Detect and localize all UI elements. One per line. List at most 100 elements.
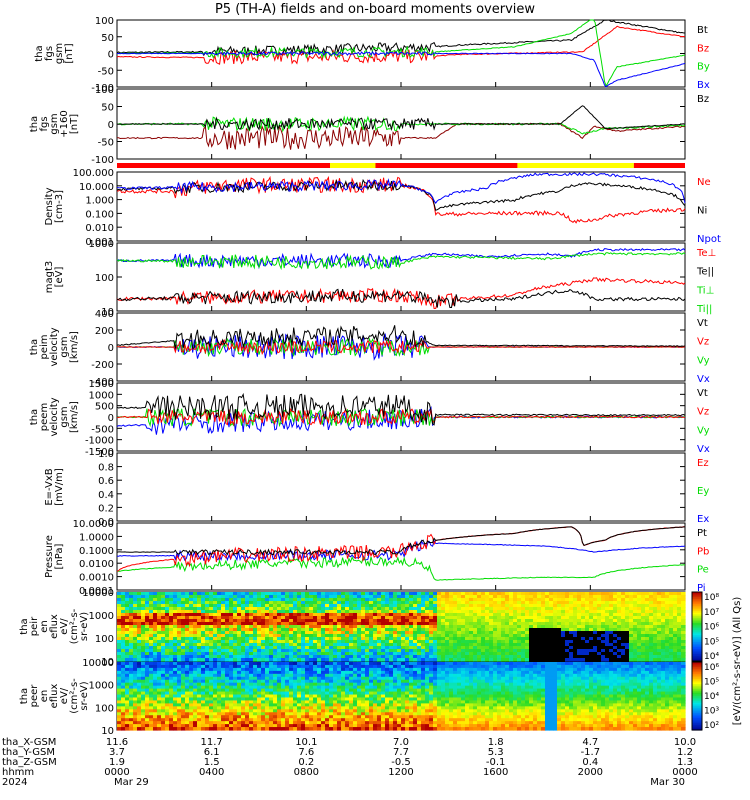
spectrogram-cell [185,595,190,599]
spectrogram-cell [273,646,278,650]
spectrogram-cell [381,616,386,620]
spectrogram-cell [369,634,374,638]
spectrogram-cell [213,634,218,638]
spectrogram-cell [181,691,186,696]
spectrogram-cell [393,655,398,659]
spectrogram-cell [529,634,534,638]
y-axis-label-ion-spectrogram: tha peir en eflux eV/(cm²-s-sr-eV) [19,608,90,644]
spectrogram-cell [637,631,642,635]
spectrogram-cell [541,601,546,605]
y-axis-label-line: peim [39,334,50,359]
spectrogram-cell [181,715,186,719]
spectrogram-cell [293,610,298,614]
y-tick-label: 1000 [89,681,114,692]
spectrogram-cell [601,652,606,656]
spectrogram-cell [229,721,234,725]
spectrogram-cell [137,604,142,608]
spectrogram-cell [261,662,266,666]
spectrogram-cell [137,700,142,704]
spectrogram-cell [297,664,302,669]
spectrogram-cell [597,625,602,629]
spectrogram-cell [381,613,386,617]
spectrogram-cell [365,631,370,635]
spectrogram-cell [349,652,354,656]
spectrogram-cell [265,667,270,672]
spectrogram-cell [281,679,286,684]
spectrogram-cell [225,691,230,696]
spectrogram-cell [601,595,606,599]
spectrogram-cell [285,673,290,678]
spectrogram-cell [229,601,234,605]
spectrogram-cell [285,595,290,599]
spectrogram-cell [441,658,446,662]
spectrogram-cell [273,700,278,704]
spectrogram-cell [573,601,578,605]
spectrogram-cell [345,649,350,653]
spectrogram-cell [353,634,358,638]
spectrogram-cell [609,646,614,650]
spectrogram-cell [477,649,482,653]
spectrogram-cell [337,613,342,617]
spectrogram-cell [549,646,554,650]
spectrogram-cell [529,592,534,596]
spectrogram-cell [565,592,570,596]
spectrogram-cell [609,649,614,653]
legend-entry-bz: Bz [697,94,709,105]
legend-entry-bt: Bt [697,25,708,36]
spectrogram-cell [565,652,570,656]
spectrogram-cell [125,712,130,716]
spectrogram-cell [429,592,434,596]
spectrogram-cell [141,628,146,632]
spectrogram-cell [489,640,494,644]
spectrogram-cell [333,706,338,710]
spectrogram-cell [173,670,178,675]
spectrogram-cell [125,616,130,620]
spectrogram-cell [165,688,170,693]
spectrogram-cell [149,658,154,662]
spectrogram-cell [565,640,570,644]
spectrogram-cell [441,619,446,623]
spectrogram-cell [677,592,682,596]
spectrogram-cell [337,631,342,635]
spectrogram-cell [257,706,262,710]
spectrogram-cell [293,664,298,669]
spectrogram-cell [349,703,354,707]
spectrogram-cell [197,670,202,675]
spectrogram-cell [117,667,122,672]
spectrogram-cell [213,607,218,611]
spectrogram-cell [517,601,522,605]
y-axis-label-line: peer [29,684,40,708]
spectrogram-cell [533,634,538,638]
spectrogram-cell [305,610,310,614]
spectrogram-cell [581,601,586,605]
spectrogram-cell [233,628,238,632]
spectrogram-cell [541,616,546,620]
spectrogram-cell [341,619,346,623]
spectrogram-cell [297,709,302,713]
spectrogram-cell [501,595,506,599]
spectrogram-cell [569,613,574,617]
spectrogram-cell [381,655,386,659]
spectrogram-cell [261,637,266,641]
spectrogram-cell [277,727,282,731]
spectrogram-cell [677,622,682,626]
spectrogram-cell [313,706,318,710]
spectrogram-cell [229,616,234,620]
spectrogram-cell [541,613,546,617]
spectrogram-cell [317,598,322,602]
spectrogram-cell [553,637,558,641]
spectrogram-cell [197,649,202,653]
spectrogram-cell [497,616,502,620]
spectrogram-cell [557,604,562,608]
spectrogram-cell [649,640,654,644]
spectrogram-cell [153,613,158,617]
spectrogram-cell [257,721,262,725]
spectrogram-cell [313,697,318,702]
spectrogram-cell [233,595,238,599]
spectrogram-cell [197,655,202,659]
spectrogram-cell [221,667,226,672]
spectrogram-cell [313,643,318,647]
spectrogram-cell [413,649,418,653]
spectrogram-cell [589,592,594,596]
spectrogram-cell [325,595,330,599]
